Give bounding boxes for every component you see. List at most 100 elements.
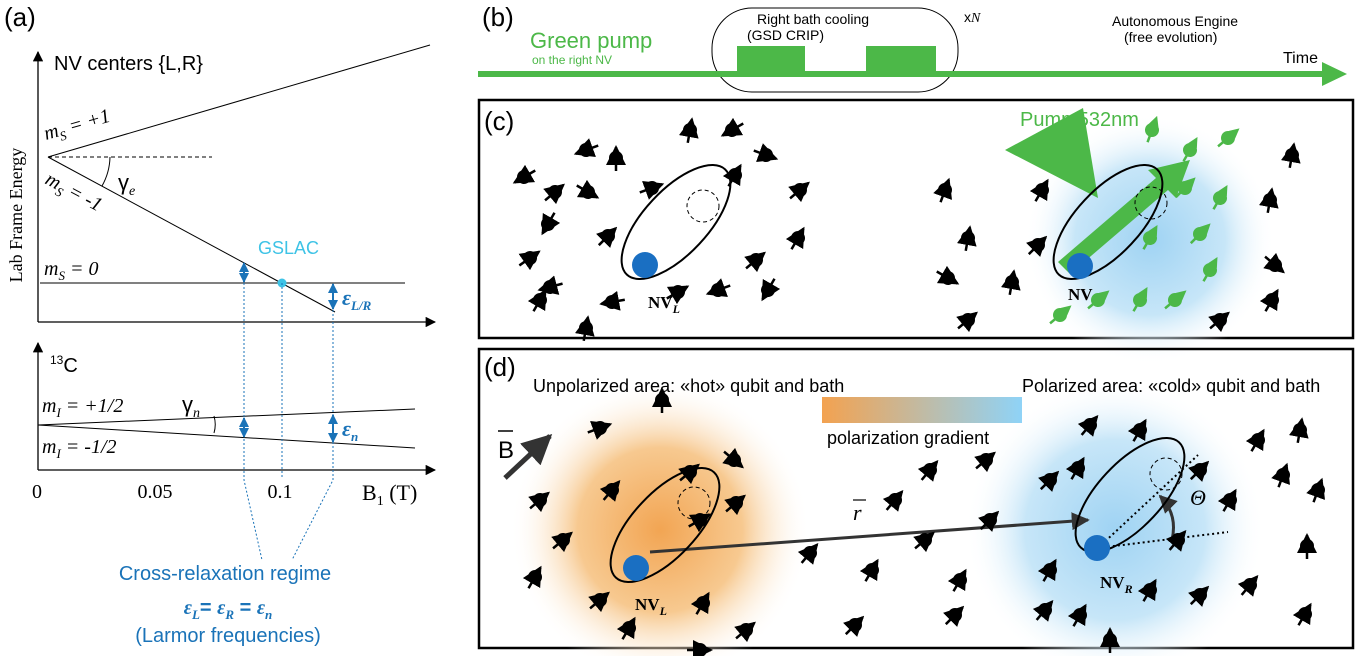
symbol: B	[362, 480, 377, 505]
tick-label: 0	[32, 481, 42, 503]
sign: =	[240, 597, 252, 619]
level-label: mI = +1/2	[42, 395, 123, 420]
spin	[536, 209, 560, 237]
text: = 0	[65, 258, 99, 280]
panel-c: (c) Pump 532nm NVLNVR	[479, 100, 1353, 365]
spin	[515, 246, 543, 271]
spin-dot	[725, 165, 744, 184]
spin	[594, 223, 621, 250]
level-label: mS = -1	[40, 168, 106, 219]
spin-dot	[722, 120, 741, 139]
spin	[934, 177, 955, 204]
gslac-label: GSLAC	[258, 238, 319, 258]
level-label: mI = -1/2	[42, 436, 117, 461]
title: NV centers {L,R}	[54, 53, 203, 75]
level-label: mS = 0	[44, 258, 98, 283]
text: x	[964, 9, 971, 25]
spin	[705, 279, 732, 300]
panel-a: (a) NV centers {L,R} Lab Frame Energy mS…	[4, 2, 435, 647]
spin	[681, 118, 699, 144]
spin	[573, 139, 600, 160]
spin	[841, 612, 868, 639]
spin-dot	[757, 146, 775, 164]
symbol: m	[44, 258, 58, 280]
nv-ellipse	[603, 148, 748, 297]
text: = -1/2	[61, 436, 117, 458]
gradient-bar	[822, 397, 1022, 423]
text: NV	[1068, 285, 1093, 304]
panel-label: (b)	[482, 2, 514, 32]
epsilon-label: εn	[342, 416, 358, 444]
regime-label: Cross-relaxation regime	[119, 563, 331, 585]
text: = +1	[61, 105, 112, 139]
isotope-label: 13C	[50, 353, 78, 377]
sub: e	[129, 184, 135, 199]
vector-label: r	[853, 500, 862, 525]
axis-label: Lab Frame Energy	[6, 148, 26, 283]
spin-dot	[530, 290, 549, 309]
spin	[954, 308, 981, 334]
note: (Larmor frequencies)	[135, 625, 321, 647]
spin	[881, 487, 907, 514]
spin	[1292, 601, 1316, 629]
spin	[785, 225, 809, 253]
spin-dot	[609, 151, 623, 165]
spin	[637, 178, 664, 199]
arrow-head	[1322, 62, 1347, 86]
figure: (a) NV centers {L,R} Lab Frame Energy mS…	[0, 0, 1365, 656]
unit: (T)	[384, 480, 418, 505]
spin-dot	[1004, 274, 1020, 290]
spin	[751, 144, 778, 165]
cold-label: Polarized area: «cold» qubit and bath	[1022, 376, 1320, 396]
sub: n	[351, 429, 358, 444]
spin-dot	[520, 248, 539, 267]
spin	[511, 164, 539, 188]
spin	[786, 178, 813, 204]
spin-dot	[655, 393, 669, 407]
pump-sub: on the right NV	[532, 53, 612, 67]
sub: L	[191, 607, 200, 622]
spin-dot	[1262, 290, 1281, 309]
cooling-sub: (GSD CRIP)	[747, 27, 824, 43]
spin-dot	[960, 230, 976, 246]
sub: R	[1124, 582, 1133, 596]
spin	[1283, 143, 1301, 169]
panel-label: (d)	[484, 352, 516, 382]
nv-center	[1067, 253, 1093, 279]
spin-dot	[578, 182, 597, 201]
symbol: m	[42, 395, 56, 417]
nv-center	[623, 555, 649, 581]
time-label: Time	[1283, 50, 1318, 67]
spin	[722, 162, 746, 190]
sub: 1	[377, 494, 384, 509]
sub: L	[672, 302, 680, 316]
panel-label: (c)	[484, 106, 514, 136]
symbol: N	[970, 11, 981, 26]
symbol: γ	[118, 170, 129, 195]
tick-label: 0.05	[138, 481, 173, 503]
sup: 13	[50, 353, 64, 367]
pulse	[737, 46, 805, 74]
nv-center	[1084, 535, 1110, 561]
angle-arc	[102, 157, 110, 186]
repeat-label: xN	[964, 9, 981, 26]
spin	[1300, 535, 1314, 559]
spin	[541, 180, 568, 206]
spin	[1291, 418, 1309, 444]
spin-dot	[1248, 430, 1267, 449]
spin-dot	[538, 214, 557, 233]
hot-label: Unpolarized area: «hot» qubit and bath	[533, 376, 844, 396]
spin	[959, 226, 977, 252]
symbol: ε	[342, 416, 351, 441]
sub: n	[193, 406, 200, 421]
axis-label: B1 (T)	[362, 480, 417, 509]
sub: L	[659, 604, 667, 618]
spin	[1272, 462, 1293, 489]
level	[48, 157, 335, 312]
text: NV	[1100, 573, 1125, 592]
spin-dot	[514, 167, 533, 186]
gamma-label: γn	[182, 392, 200, 421]
spin	[916, 457, 942, 484]
sign: =	[200, 597, 212, 619]
angle-arc	[214, 416, 215, 433]
